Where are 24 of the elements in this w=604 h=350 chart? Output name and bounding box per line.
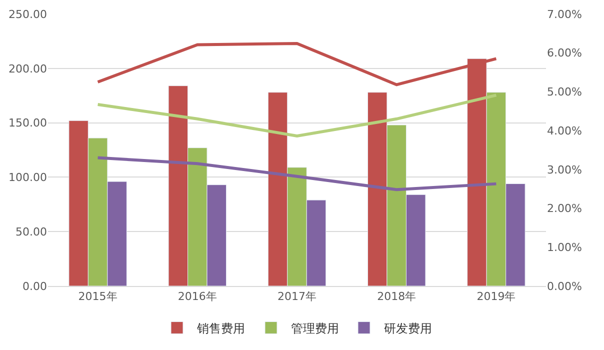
y2-tick-label: 1.00% (547, 240, 582, 254)
y-tick-label: 100.00 (8, 171, 47, 184)
legend-label: 销售费用 (196, 321, 245, 336)
line-series (96, 156, 498, 192)
x-tick-label: 2017年 (278, 290, 316, 304)
y2-tick-label: 4.00% (547, 124, 582, 138)
y2-tick-label: 3.00% (547, 163, 582, 176)
line-series (96, 94, 498, 138)
y-tick-label: 0.00 (22, 280, 47, 293)
legend-label: 研发费用 (384, 321, 432, 336)
x-tick-label: 2019年 (476, 290, 516, 304)
y2-tick-label: 2.00% (547, 202, 582, 216)
y2-tick-label: 6.00% (547, 46, 582, 60)
y-tick-label: 200.00 (8, 62, 47, 76)
x-tick-label: 2018年 (377, 290, 416, 304)
y-tick-label: 150.00 (8, 116, 47, 130)
y2-tick-label: 5.00% (547, 86, 582, 99)
x-tick-label: 2016年 (178, 290, 217, 304)
x-tick-label: 2015年 (78, 290, 118, 304)
legend-label: 管理费用 (291, 321, 339, 336)
y2-tick-label: 7.00% (547, 8, 582, 21)
y2-tick-label: 0.00% (547, 280, 582, 293)
y-tick-label: 50.00 (16, 225, 47, 238)
y-tick-label: 250.00 (8, 8, 47, 21)
